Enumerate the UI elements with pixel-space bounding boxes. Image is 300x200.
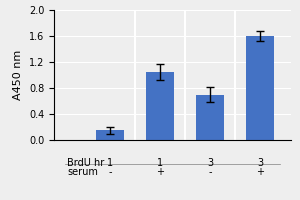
Text: +: + (156, 167, 164, 177)
Text: 1: 1 (157, 158, 163, 168)
Text: 3: 3 (207, 158, 213, 168)
Text: 3: 3 (257, 158, 263, 168)
Text: -: - (108, 167, 112, 177)
Text: 1: 1 (107, 158, 113, 168)
Bar (96, 130, 124, 140)
Bar (246, 36, 274, 140)
Text: +: + (256, 167, 264, 177)
Text: BrdU hr: BrdU hr (67, 158, 104, 168)
Bar (146, 72, 174, 140)
Bar (196, 95, 224, 140)
Y-axis label: A450 nm: A450 nm (13, 50, 23, 100)
Text: -: - (208, 167, 212, 177)
Text: serum: serum (67, 167, 98, 177)
